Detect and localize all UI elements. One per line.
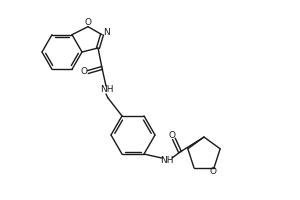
Text: O: O xyxy=(85,18,92,27)
Text: NH: NH xyxy=(160,156,174,165)
Text: O: O xyxy=(209,167,217,176)
Text: NH: NH xyxy=(100,86,114,95)
Text: O: O xyxy=(80,66,88,75)
Text: N: N xyxy=(103,28,110,37)
Text: O: O xyxy=(169,131,176,140)
